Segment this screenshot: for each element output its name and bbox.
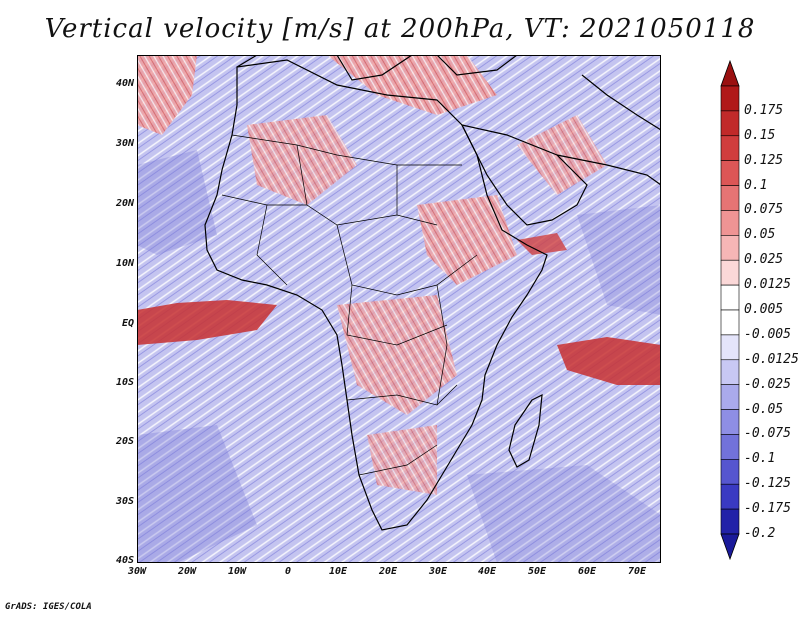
colorbar-label: 0.005 — [744, 302, 784, 317]
colorbar-bottom-arrow — [720, 533, 740, 560]
lon-label-20e: 20E — [378, 566, 398, 577]
colorbar-label: -0.025 — [744, 376, 791, 392]
colorbar-swatch — [720, 135, 740, 161]
lon-label-60e: 60E — [577, 566, 597, 577]
colorbar-swatch — [720, 334, 740, 361]
europe-coastline — [236, 55, 518, 81]
colorbar-label: 0.0125 — [744, 277, 791, 293]
lon-label-30w: 30W — [127, 566, 147, 577]
colorbar-label: -0.05 — [744, 401, 784, 417]
map-border — [137, 55, 661, 563]
colorbar-swatch — [720, 508, 740, 535]
country-borders — [221, 134, 478, 476]
lat-label-10n: 10N — [115, 258, 134, 269]
colorbar-label: 0.15 — [744, 127, 776, 143]
colorbar-label: 0.125 — [744, 152, 784, 168]
colorbar-label: -0.175 — [744, 501, 791, 517]
lon-label-20w: 20W — [177, 566, 197, 577]
colorbar-label: 0.025 — [744, 252, 784, 268]
colorbar-swatch — [720, 384, 740, 410]
colorbar-label: -0.2 — [744, 526, 776, 541]
lat-label-eq: EQ — [121, 318, 134, 329]
map-title: Vertical velocity [m/s] at 200hPa, VT: 2… — [44, 14, 756, 44]
colorbar-swatch — [720, 85, 740, 112]
lon-label-30e: 30E — [428, 566, 448, 577]
colorbar-top-arrow — [720, 60, 740, 87]
madagascar-coastline — [508, 393, 543, 468]
colorbar-label: -0.0125 — [744, 351, 799, 367]
colorbar-label: 0.175 — [744, 102, 784, 118]
lat-label-10s: 10S — [115, 377, 134, 388]
colorbar-label: -0.075 — [744, 426, 791, 442]
colorbar-swatch — [720, 483, 740, 510]
velocity-field — [137, 55, 661, 563]
colorbar-swatch — [720, 160, 740, 186]
colorbar-swatch — [720, 210, 740, 236]
colorbar-label: 0.1 — [744, 177, 768, 193]
lon-label-50e: 50E — [527, 566, 547, 577]
colorbar-swatch — [720, 434, 740, 460]
lat-label-30s: 30S — [115, 496, 134, 507]
colorbar-swatch — [720, 110, 740, 137]
lat-label-20n: 20N — [115, 198, 134, 209]
colorbar-swatch — [720, 409, 740, 435]
lon-label-0: 0 — [284, 566, 292, 577]
lon-label-40e: 40E — [477, 566, 497, 577]
lon-label-70e: 70E — [627, 566, 647, 577]
colorbar-swatch — [720, 235, 740, 261]
colorbar — [720, 60, 740, 560]
coastlines — [204, 55, 661, 531]
colorbar-label: -0.005 — [744, 326, 791, 342]
colorbar-swatch — [720, 459, 740, 485]
colorbar-swatch — [720, 309, 740, 336]
asia-coastline — [556, 74, 661, 186]
africa-coastline — [204, 59, 548, 531]
lat-label-30n: 30N — [115, 138, 134, 149]
lat-label-20s: 20S — [115, 436, 134, 447]
colorbar-swatch — [720, 284, 740, 311]
credit-text: GrADS: IGES/COLA — [5, 602, 92, 612]
lon-label-10e: 10E — [328, 566, 348, 577]
colorbar-swatch — [720, 259, 740, 286]
colorbar-label: -0.1 — [744, 451, 776, 467]
lat-label-40s: 40S — [115, 555, 134, 566]
updraft-regions — [137, 55, 661, 495]
lat-label-40n: 40N — [115, 78, 134, 89]
colorbar-swatch — [720, 359, 740, 385]
velocity-map — [137, 55, 661, 563]
downdraft-regions — [137, 150, 661, 563]
arabia-coastline — [460, 124, 588, 226]
colorbar-label: 0.05 — [744, 227, 776, 243]
colorbar-swatch — [720, 185, 740, 211]
colorbar-label: -0.125 — [744, 476, 791, 492]
colorbar-label: 0.075 — [744, 202, 784, 218]
lon-label-10w: 10W — [227, 566, 247, 577]
